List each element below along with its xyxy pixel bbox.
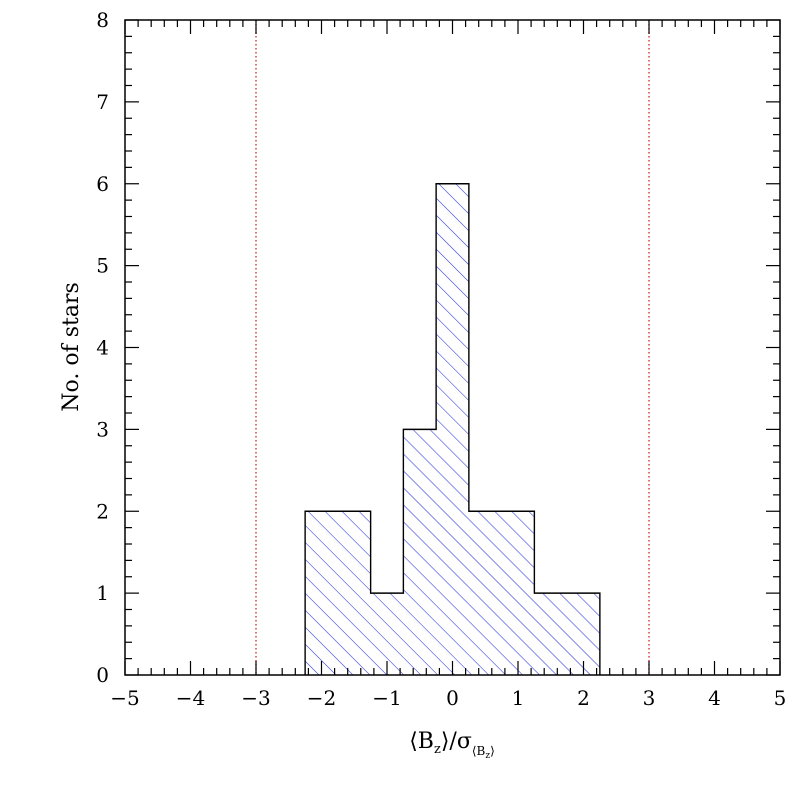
y-tick-label: 7 [96, 90, 109, 114]
x-tick-labels: −5 −4 −3 −2 −1 0 1 2 3 4 5 [110, 686, 786, 710]
reference-lines [255, 20, 650, 675]
y-tick-label: 2 [96, 499, 109, 523]
x-tick-label: −4 [176, 686, 205, 710]
x-tick-label: −2 [307, 686, 336, 710]
x-tick-label: 4 [708, 686, 721, 710]
y-tick-label: 4 [96, 336, 109, 360]
y-tick-labels: 0 1 2 3 4 5 6 7 8 [96, 8, 109, 687]
y-axis-label: No. of stars [59, 282, 84, 412]
y-tick-label: 3 [96, 417, 109, 441]
y-tick-label: 5 [96, 254, 109, 278]
histogram-bars [304, 183, 601, 675]
x-tick-label: 1 [512, 686, 525, 710]
x-tick-label: 3 [643, 686, 656, 710]
histogram-outline [304, 183, 601, 675]
axis-ticks [124, 19, 781, 676]
y-tick-label: 8 [96, 8, 109, 32]
histogram-bar [403, 429, 437, 675]
y-tick-label: 6 [96, 172, 109, 196]
x-axis-label: ⟨Bz⟩/σ⟨Bz⟩ [409, 729, 495, 761]
x-tick-label: −1 [372, 686, 401, 710]
x-tick-label: −5 [110, 686, 139, 710]
histogram-bar [305, 511, 371, 675]
x-tick-label: 5 [774, 686, 787, 710]
histogram-bar [534, 593, 600, 675]
x-tick-label: 0 [446, 686, 459, 710]
x-tick-label: 2 [577, 686, 590, 710]
histogram-bar [468, 511, 535, 675]
y-tick-label: 0 [96, 663, 109, 687]
y-tick-label: 1 [96, 581, 109, 605]
x-tick-label: −3 [241, 686, 270, 710]
histogram-bar [436, 183, 469, 675]
